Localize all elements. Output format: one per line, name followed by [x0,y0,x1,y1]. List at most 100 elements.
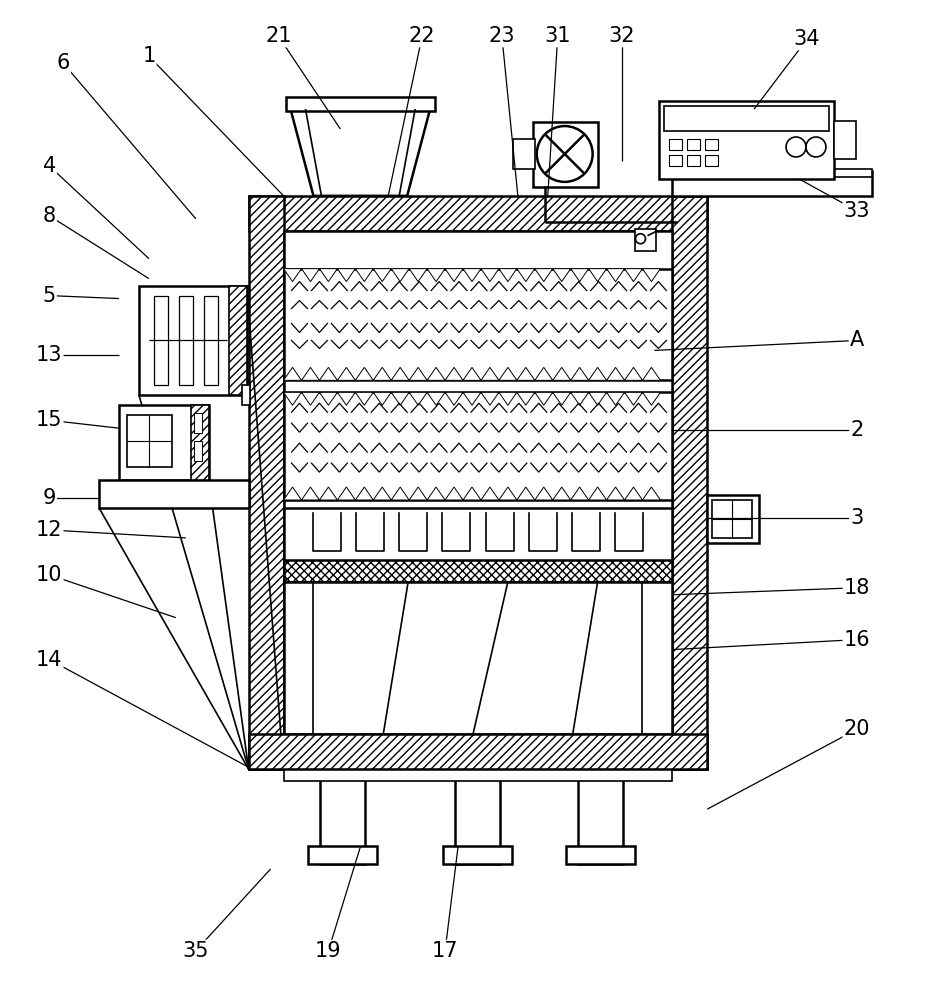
Polygon shape [481,269,499,282]
Bar [284,560,672,582]
Polygon shape [553,487,571,500]
Text: 9: 9 [43,488,56,508]
Polygon shape [290,109,431,196]
Text: 21: 21 [265,26,291,46]
Bar [566,846,634,864]
Bar [707,495,759,543]
Bar [191,405,209,480]
Bar [308,846,377,864]
Polygon shape [374,487,391,500]
Bar [670,155,683,166]
Bar [687,139,700,150]
Bar [284,508,672,563]
Polygon shape [588,367,606,380]
Polygon shape [302,487,319,500]
Text: 14: 14 [36,650,63,670]
Bar [455,769,500,864]
Polygon shape [499,269,517,282]
Bar [659,101,834,179]
Polygon shape [391,269,409,282]
Polygon shape [446,269,463,282]
Polygon shape [553,269,571,282]
Polygon shape [284,269,302,282]
Polygon shape [499,487,517,500]
Polygon shape [517,487,535,500]
Polygon shape [337,392,355,405]
Bar [229,286,247,395]
Bar [194,413,202,433]
Bar [284,582,672,734]
Polygon shape [427,392,446,405]
Bar [248,734,707,769]
Polygon shape [337,367,355,380]
Polygon shape [302,367,319,380]
Bar [320,769,365,864]
Polygon shape [571,269,588,282]
Polygon shape [463,392,481,405]
Polygon shape [643,487,660,500]
Polygon shape [625,367,643,380]
Polygon shape [446,392,463,405]
Polygon shape [427,487,446,500]
Polygon shape [284,487,302,500]
Polygon shape [606,367,625,380]
Polygon shape [606,487,625,500]
Polygon shape [588,269,606,282]
Polygon shape [463,367,481,380]
Polygon shape [319,392,337,405]
Polygon shape [337,269,355,282]
Text: 6: 6 [57,53,70,73]
Polygon shape [446,367,463,380]
Polygon shape [409,269,427,282]
Bar [139,286,247,395]
Polygon shape [517,392,535,405]
Polygon shape [446,487,463,500]
Polygon shape [355,269,374,282]
Bar [532,122,598,187]
Bar [834,121,856,159]
Bar [178,296,192,385]
Bar [284,231,672,734]
Bar [242,385,249,405]
Text: 15: 15 [36,410,63,430]
Polygon shape [625,269,643,282]
Text: 1: 1 [142,46,156,66]
Text: 8: 8 [43,206,56,226]
Bar [154,296,168,385]
Bar [99,480,248,508]
Polygon shape [355,487,374,500]
Text: 16: 16 [843,630,870,650]
Polygon shape [588,487,606,500]
Polygon shape [481,392,499,405]
Polygon shape [391,392,409,405]
Bar [248,196,707,231]
Bar [634,229,657,251]
Polygon shape [302,392,319,405]
Text: 10: 10 [36,565,63,585]
Polygon shape [625,487,643,500]
Bar [513,139,535,169]
Polygon shape [499,367,517,380]
Bar [284,392,672,500]
Polygon shape [427,367,446,380]
Polygon shape [535,269,553,282]
Text: 35: 35 [182,941,209,961]
Text: 12: 12 [36,520,63,540]
Polygon shape [284,367,302,380]
Bar [204,296,218,385]
Polygon shape [284,392,302,405]
Polygon shape [553,367,571,380]
Polygon shape [374,269,391,282]
Polygon shape [535,487,553,500]
Text: 5: 5 [43,286,56,306]
Polygon shape [427,269,446,282]
Polygon shape [355,367,374,380]
Text: 4: 4 [43,156,56,176]
Bar [284,269,672,380]
Text: 31: 31 [545,26,571,46]
Polygon shape [463,269,481,282]
Polygon shape [588,392,606,405]
Polygon shape [553,392,571,405]
Polygon shape [319,269,337,282]
Polygon shape [409,487,427,500]
